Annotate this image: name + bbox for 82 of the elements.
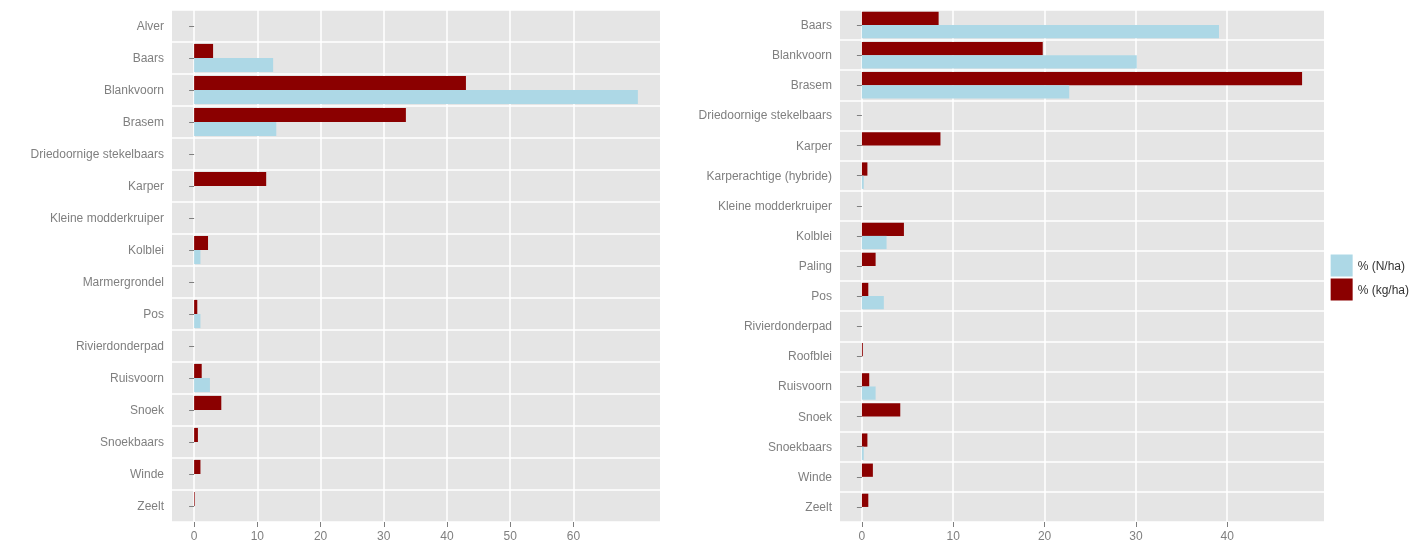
legend-label: % (kg/ha) xyxy=(1357,282,1410,297)
bar xyxy=(194,122,277,137)
bar xyxy=(194,107,406,122)
y-tick-label: Marmergrondel xyxy=(82,275,164,289)
bar xyxy=(194,395,222,410)
bar xyxy=(861,41,1043,56)
bar xyxy=(861,11,939,26)
y-tick-label: Kolblei xyxy=(795,228,832,243)
y-tick-label: Kleine modderkruiper xyxy=(49,211,164,225)
bar xyxy=(861,493,869,507)
bar xyxy=(861,373,870,387)
y-tick-label: Snoek xyxy=(797,409,833,424)
y-tick-label: Winde xyxy=(129,467,165,481)
x-tick-label: 30 xyxy=(377,529,391,543)
bar xyxy=(861,463,873,477)
y-tick-label: Brasem xyxy=(122,115,164,129)
x-tick-label: 30 xyxy=(1129,529,1143,543)
y-tick-label: Zeelt xyxy=(805,499,833,514)
y-tick-label: Baars xyxy=(132,51,164,65)
bar xyxy=(861,85,1070,99)
bar xyxy=(861,403,901,417)
bar xyxy=(861,55,1137,69)
y-tick-label: Pos xyxy=(143,307,164,321)
x-tick-label: 50 xyxy=(503,529,518,543)
y-tick-label: Snoek xyxy=(129,403,165,417)
bar xyxy=(861,132,941,146)
bar xyxy=(861,252,876,266)
y-tick-label: Rivierdonderpad xyxy=(743,319,832,334)
bar xyxy=(861,296,884,310)
bar xyxy=(194,378,210,393)
y-tick-label: Alver xyxy=(136,19,164,33)
y-tick-label: Ruisvoorn xyxy=(777,379,832,394)
bar xyxy=(194,235,209,250)
x-tick-label: 10 xyxy=(946,529,961,543)
bar xyxy=(861,72,1303,86)
bar xyxy=(194,314,201,329)
x-tick-label: 0 xyxy=(858,529,866,543)
y-tick-label: Brasem xyxy=(790,78,832,93)
bar xyxy=(194,459,201,474)
y-tick-label: Kleine modderkruiper xyxy=(717,198,832,213)
bar xyxy=(194,75,466,90)
x-tick-label: 20 xyxy=(313,529,328,543)
bar xyxy=(861,222,904,236)
y-tick-label: Driedoornige stekelbaars xyxy=(30,147,164,161)
bar xyxy=(194,58,274,73)
y-tick-label: Rivierdonderpad xyxy=(75,339,164,353)
y-tick-label: Karper xyxy=(795,138,832,153)
y-tick-label: Snoekbaars xyxy=(767,439,832,454)
x-tick-label: 20 xyxy=(1037,529,1052,543)
x-tick-label: 10 xyxy=(250,529,265,543)
y-tick-label: Driedoornige stekelbaars xyxy=(698,108,832,123)
x-tick-label: 60 xyxy=(566,529,581,543)
y-tick-label: Karperachtige (hybride) xyxy=(706,168,832,183)
bar xyxy=(861,162,868,176)
bar xyxy=(861,235,887,250)
bar xyxy=(194,363,202,378)
y-tick-label: Ruisvoorn xyxy=(109,371,164,385)
y-tick-label: Paling xyxy=(798,259,832,273)
bar xyxy=(861,433,868,447)
y-tick-label: Blankvoorn xyxy=(103,83,164,97)
y-tick-label: Snoekbaars xyxy=(99,435,164,449)
x-tick-label: 40 xyxy=(440,529,454,543)
y-tick-label: Baars xyxy=(800,18,832,33)
y-tick-label: Pos xyxy=(811,289,832,304)
bar xyxy=(194,90,638,105)
y-tick-label: Kolblei xyxy=(127,243,164,257)
y-tick-label: Karper xyxy=(127,179,164,193)
bar xyxy=(194,43,214,58)
legend-label: % (N/ha) xyxy=(1357,258,1405,273)
bar xyxy=(194,299,198,314)
bar xyxy=(861,282,869,297)
bar xyxy=(861,25,1219,39)
bar xyxy=(861,386,876,400)
y-tick-label: Zeelt xyxy=(137,499,165,513)
x-tick-label: 40 xyxy=(1220,529,1235,543)
bar xyxy=(194,171,267,186)
y-tick-label: Winde xyxy=(797,469,833,484)
bar xyxy=(194,427,198,442)
y-tick-label: Blankvoorn xyxy=(771,48,832,63)
y-tick-label: Roofblei xyxy=(787,349,832,364)
x-tick-label: 0 xyxy=(190,529,198,543)
bar xyxy=(194,250,201,265)
